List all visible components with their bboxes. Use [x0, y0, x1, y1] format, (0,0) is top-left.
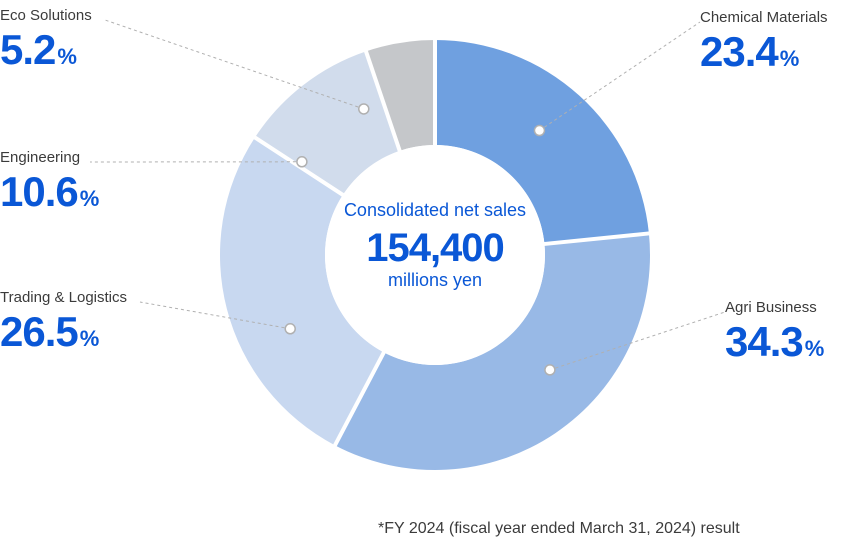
segment-percent-value: 26.5 [0, 308, 78, 355]
center-unit: millions yen [335, 270, 535, 291]
percent-sign: % [80, 326, 100, 351]
segment-percent: 5.2% [0, 51, 77, 68]
segment-percent-value: 34.3 [725, 318, 803, 365]
leader-marker-engineering [297, 157, 307, 167]
segment-label-engineering: Engineering 10.6% [0, 150, 99, 213]
center-value: 154,400 [335, 228, 535, 268]
percent-sign: % [57, 44, 77, 69]
leader-marker-agri [545, 365, 555, 375]
percent-sign: % [80, 186, 100, 211]
segment-percent: 10.6% [0, 193, 99, 210]
segment-percent-value: 5.2 [0, 26, 55, 73]
segment-percent-value: 10.6 [0, 168, 78, 215]
footnote: *FY 2024 (fiscal year ended March 31, 20… [378, 520, 740, 538]
segment-percent-value: 23.4 [700, 28, 778, 75]
segment-percent: 23.4% [700, 53, 799, 70]
center-title: Consolidated net sales [335, 200, 535, 222]
leader-marker-chemical [534, 126, 544, 136]
segment-name: Chemical Materials [700, 10, 828, 25]
leader-marker-eco [359, 104, 369, 114]
segment-label-chemical: Chemical Materials 23.4% [700, 10, 828, 73]
segment-name: Trading & Logistics [0, 290, 127, 305]
donut-chart-container: Chemical Materials 23.4% Agri Business 34.3… [0, 0, 853, 546]
percent-sign: % [780, 46, 800, 71]
leader-marker-trading [285, 324, 295, 334]
segment-percent: 26.5% [0, 333, 99, 350]
segment-label-trading: Trading & Logistics 26.5% [0, 290, 127, 353]
segment-name: Engineering [0, 150, 99, 165]
segment-label-agri: Agri Business 34.3% [725, 300, 824, 363]
segment-label-eco: Eco Solutions 5.2% [0, 8, 92, 71]
chart-center: Consolidated net sales 154,400 millions … [335, 200, 535, 291]
segment-name: Eco Solutions [0, 8, 92, 23]
segment-name: Agri Business [725, 300, 824, 315]
segment-percent: 34.3% [725, 343, 824, 360]
percent-sign: % [805, 336, 825, 361]
